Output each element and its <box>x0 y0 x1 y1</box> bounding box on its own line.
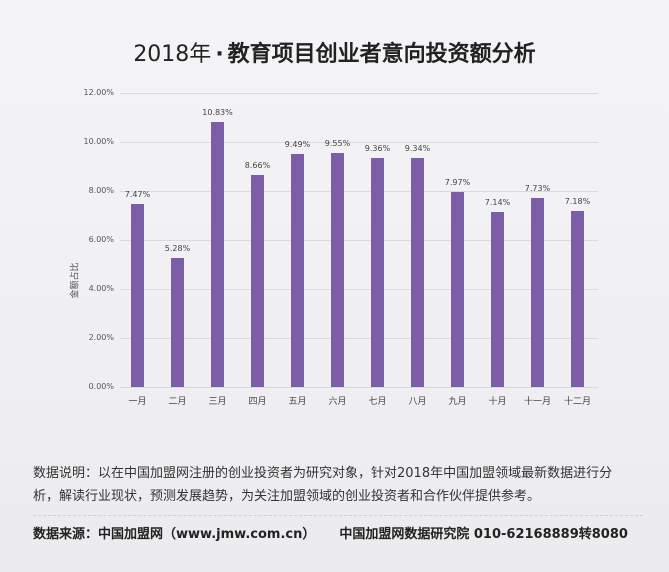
page-title: 2018年 · 教育项目创业者意向投资额分析 <box>0 36 669 68</box>
y-axis-label: 金额占比 <box>70 262 81 299</box>
bar-1 <box>131 203 144 387</box>
x-tick-label: 十月 <box>488 397 507 407</box>
x-tick-label: 十一月 <box>523 397 551 407</box>
y-tick-label: 10.00% <box>83 137 114 146</box>
title-separator: · <box>215 42 224 67</box>
x-tick-label: 五月 <box>288 397 307 407</box>
bar-7 <box>371 157 384 387</box>
x-tick-label: 九月 <box>448 397 467 407</box>
gridline <box>120 387 598 388</box>
bar-value-label: 7.73% <box>524 183 551 193</box>
bar-value-label: 5.28% <box>164 243 191 253</box>
y-tick-label: 0.00% <box>88 382 114 391</box>
x-tick-label: 八月 <box>408 397 427 407</box>
x-tick-label: 四月 <box>248 397 267 407</box>
y-tick-label: 2.00% <box>88 333 114 342</box>
bar-2 <box>171 257 184 387</box>
bar-value-label: 7.97% <box>444 177 471 187</box>
bar-12 <box>571 211 584 387</box>
bar-value-label: 7.14% <box>484 198 511 208</box>
bar-value-label: 10.83% <box>202 107 233 117</box>
gridline <box>120 240 598 241</box>
gridline <box>120 142 598 143</box>
bar-value-label: 7.47% <box>124 189 151 199</box>
title-main: 教育项目创业者意向投资额分析 <box>227 42 536 67</box>
y-tick-label: 4.00% <box>88 284 114 293</box>
gridline <box>120 191 598 192</box>
bar-chart: 金额占比 0.00% 2.00% 4.00% 6.00% 8.00% 10.00% 12.0… <box>70 88 598 407</box>
bar-value-label: 9.49% <box>284 140 311 150</box>
bar-9 <box>451 191 464 387</box>
bar-11 <box>531 197 544 387</box>
gridline <box>120 338 598 339</box>
note-line-2: 析，解读行业现状，预测发展趋势，为关注加盟领域的创业投资者和合作伙伴提供参考。 <box>33 489 541 504</box>
x-tick-label: 七月 <box>368 397 387 407</box>
data-description: 数据说明：以在中国加盟网注册的创业投资者为研究对象，针对2018年中国加盟领域最… <box>33 462 648 508</box>
data-source: 数据来源：中国加盟网（www.jmw.com.cn） 中国加盟网数据研究院 010… <box>33 523 628 542</box>
bar-value-label: 7.18% <box>564 197 591 207</box>
x-tick-label: 一月 <box>128 397 147 407</box>
x-tick-label: 二月 <box>168 397 187 407</box>
x-tick-label: 十二月 <box>563 397 591 407</box>
bar-value-label: 9.55% <box>324 139 351 149</box>
bar-value-label: 8.66% <box>244 160 271 170</box>
bar-8 <box>411 158 424 387</box>
bar-5 <box>291 154 304 387</box>
title-year: 2018年 <box>133 42 212 67</box>
bar-10 <box>491 212 504 387</box>
gridline <box>120 93 598 94</box>
y-tick-label: 8.00% <box>88 186 114 195</box>
note-line-1: 数据说明：以在中国加盟网注册的创业投资者为研究对象，针对2018年中国加盟领域最… <box>33 466 613 481</box>
y-tick-label: 6.00% <box>88 235 114 244</box>
dashed-divider <box>33 515 643 516</box>
source-left: 数据来源：中国加盟网（www.jmw.com.cn） <box>33 527 316 542</box>
bar-value-label: 9.36% <box>364 143 391 153</box>
x-tick-label: 三月 <box>208 397 227 407</box>
bar-3 <box>211 121 224 387</box>
y-tick-label: 12.00% <box>83 88 114 97</box>
x-tick-label: 六月 <box>328 397 347 407</box>
bar-6 <box>331 153 344 387</box>
bar-value-label: 9.34% <box>404 144 431 154</box>
bar-4 <box>251 174 264 387</box>
source-right: 中国加盟网数据研究院 010-62168889转8080 <box>339 527 628 542</box>
gridline <box>120 289 598 290</box>
